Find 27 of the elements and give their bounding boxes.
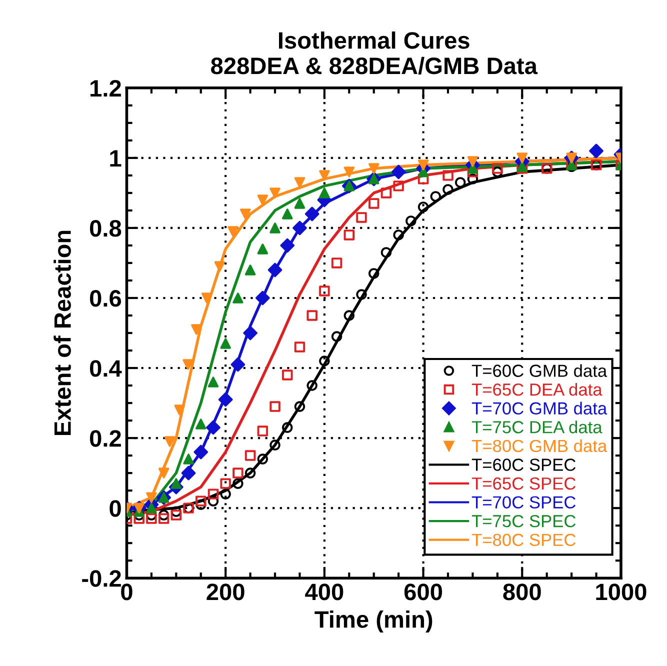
x-tick-label: 200 bbox=[206, 584, 244, 600]
legend-label: T=75C SPEC bbox=[472, 514, 576, 528]
y-axis-title: Extent of Reaction bbox=[54, 230, 71, 436]
x-tick-label: 400 bbox=[305, 584, 344, 600]
y-tick-label: 0.6 bbox=[90, 290, 122, 307]
legend-label: T=80C GMB data bbox=[472, 439, 608, 452]
x-tick-label: 0 bbox=[121, 584, 132, 600]
y-tick-label: -0.2 bbox=[82, 570, 121, 587]
y-tick-label: 1.2 bbox=[90, 80, 121, 96]
legend-label: T=60C GMB data bbox=[472, 364, 608, 377]
legend-label: T=65C SPEC bbox=[472, 477, 576, 490]
y-tick-label: 1 bbox=[110, 150, 122, 166]
x-tick-label: 600 bbox=[404, 584, 442, 600]
legend-label: T=60C SPEC bbox=[472, 458, 576, 471]
legend-label: T=70C GMB data bbox=[472, 402, 608, 415]
legend-label: T=70C SPEC bbox=[472, 496, 576, 508]
chart-title: Isothermal Cures 828DEA & 828DEA/GMB Data bbox=[211, 31, 538, 74]
y-tick-label: 0.2 bbox=[90, 430, 121, 447]
x-tick-label: 1000 bbox=[596, 584, 646, 600]
y-tick-label: 0.4 bbox=[90, 360, 122, 377]
legend-label: T=80C SPEC bbox=[472, 534, 576, 546]
y-tick-label: 0 bbox=[110, 500, 121, 517]
legend-label: T=65C DEA data bbox=[472, 383, 602, 396]
x-axis-title: Time (min) bbox=[314, 610, 432, 633]
y-tick-label: 0.8 bbox=[90, 220, 122, 237]
x-tick-label: 800 bbox=[503, 584, 541, 600]
legend-label: T=75C DEA data bbox=[472, 420, 602, 434]
